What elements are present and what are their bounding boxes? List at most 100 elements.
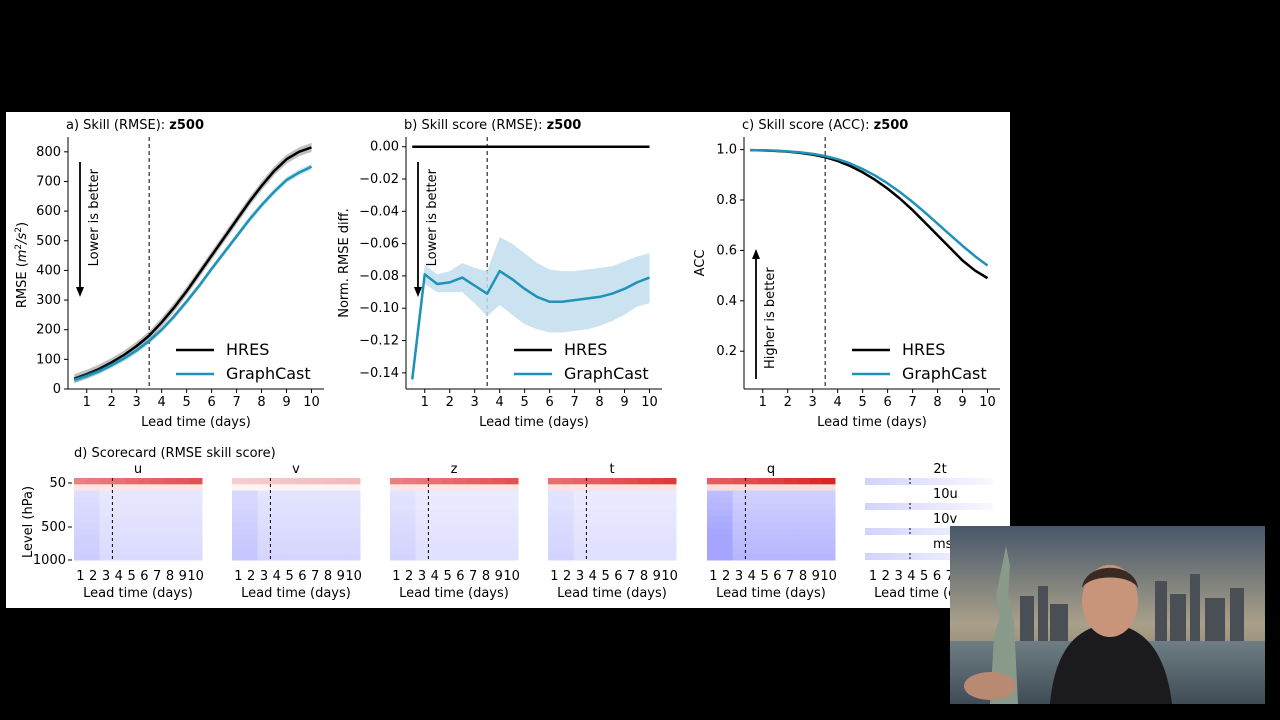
scorecard-cell [573, 484, 587, 492]
scorecard-cell [663, 503, 677, 511]
scorecard-cell [560, 541, 575, 548]
scorecard-cell [479, 515, 493, 523]
scorecard-cell [163, 534, 177, 542]
x-axis-label: Lead time (days) [817, 415, 927, 430]
y-tick-label: 400 [36, 263, 61, 278]
scorecard-x-tick-label: 5 [443, 569, 451, 584]
scorecard-x-axis-label: Lead time (days) [716, 586, 826, 601]
scorecard-cell [599, 515, 613, 523]
scorecard-cell [573, 503, 587, 511]
scorecard-cell [492, 503, 506, 511]
scorecard-cell [415, 478, 429, 485]
scorecard-x-tick-label: 7 [786, 569, 794, 584]
x-tick-label: 7 [908, 395, 916, 410]
scorecard-x-tick-label: 7 [311, 569, 319, 584]
scorecard-cell [822, 553, 836, 561]
scorecard-cell [560, 528, 575, 536]
scorecard-cell [308, 478, 323, 485]
x-tick-label: 9 [958, 395, 966, 410]
scorecard-x-tick-label: 4 [748, 569, 756, 584]
scorecard-cell [402, 503, 417, 511]
scorecard-cell [586, 553, 600, 561]
series-line-hres [750, 148, 989, 280]
legend-label-hres: HRES [564, 340, 607, 359]
scorecard-cell [125, 553, 139, 561]
scorecard-cell [573, 522, 587, 529]
scorecard-cell [189, 515, 203, 523]
scorecard-cell [586, 515, 600, 523]
scorecard-cell [270, 553, 284, 561]
scorecard-cell [809, 522, 823, 529]
scorecard-cell [707, 528, 721, 536]
scorecard-cell [624, 515, 639, 523]
scorecard-cell [296, 553, 310, 561]
y-tick-label: 800 [36, 145, 61, 160]
scorecard-cell [99, 490, 113, 498]
legend-label-graphcast: GraphCast [564, 364, 649, 383]
scorecard-cell [783, 515, 798, 523]
scorecard-cell [758, 534, 772, 542]
scorecard-x-tick-label: 1 [234, 569, 242, 584]
scorecard-cell [771, 553, 785, 561]
scorecard-cell [492, 484, 506, 492]
scorecard-cell [822, 496, 836, 504]
scorecard-cell [428, 515, 442, 523]
scorecard-x-tick-label: 10 [503, 569, 520, 584]
scorecard-cell [321, 515, 335, 523]
scorecard-cell [732, 547, 746, 555]
scorecard-cell [125, 490, 139, 498]
scorecard-cell [296, 528, 310, 536]
scorecard-cell [822, 522, 836, 529]
y-tick-label: 0.4 [716, 294, 737, 309]
scorecard-cell [125, 478, 139, 485]
scorecard-cell [99, 528, 113, 536]
scorecard-cell [707, 503, 721, 511]
scorecard-cell [138, 503, 152, 511]
scorecard-x-tick-label: 10 [820, 569, 837, 584]
scorecard-cell [244, 515, 259, 523]
scorecard-cell [548, 522, 562, 529]
scorecard-cell [232, 541, 246, 548]
y-tick-label: 0.2 [716, 344, 737, 359]
scorecard-cell [347, 534, 361, 542]
scorecard-cell [347, 484, 361, 492]
scorecard-x-tick-label: 10 [187, 569, 204, 584]
x-tick-label: 6 [207, 395, 215, 410]
scorecard-cell [347, 515, 361, 523]
scorecard-cell [732, 509, 746, 517]
scorecard-cell [809, 503, 823, 511]
scorecard-cell [466, 541, 481, 548]
scorecard-cell [150, 478, 165, 485]
scorecard-cell [321, 484, 335, 492]
scorecard-cell [334, 528, 348, 536]
scorecard-cell [125, 541, 139, 548]
scorecard-cell [163, 490, 177, 498]
scorecard-cell [612, 534, 626, 542]
scorecard-cell [86, 490, 101, 498]
scorecard-cell [492, 522, 506, 529]
scorecard-cell [244, 528, 259, 536]
scorecard-x-tick-label: 2 [722, 569, 730, 584]
scorecard-cell [650, 503, 664, 511]
scorecard-cell [796, 490, 810, 498]
scorecard-cell [138, 490, 152, 498]
scorecard-cell [321, 547, 335, 555]
scorecard-cell [599, 490, 613, 498]
series-line-graphcast [73, 165, 313, 382]
scorecard-cell [86, 534, 101, 542]
scorecard-cell [390, 553, 404, 561]
scorecard-cell [573, 528, 587, 536]
y-axis-label: ACC [693, 250, 708, 277]
scorecard-cell [624, 478, 639, 485]
scorecard-cell [624, 547, 639, 555]
scorecard-cell [428, 553, 442, 561]
scorecard-cell [650, 484, 664, 492]
scorecard-cell [809, 496, 823, 504]
scorecard-cell [479, 490, 493, 498]
scorecard-cell [244, 490, 259, 498]
scorecard-cell [732, 522, 746, 529]
scorecard-cell [99, 515, 113, 523]
scorecard-cell [334, 484, 348, 492]
scorecard-cell [783, 478, 798, 485]
scorecard-cell [809, 547, 823, 555]
